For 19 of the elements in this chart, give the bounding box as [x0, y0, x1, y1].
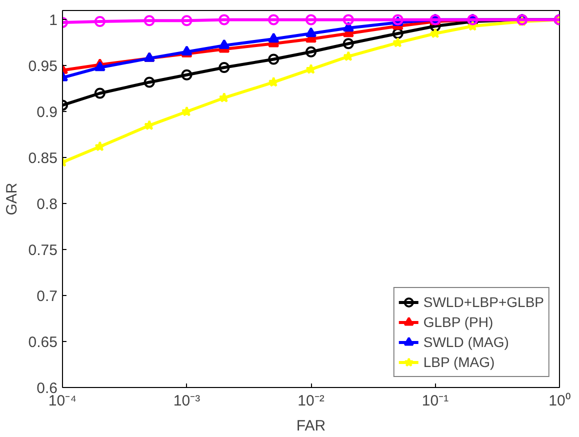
y-tick-label: 0.8 [36, 196, 58, 214]
legend-label: SWLD (MAG) [423, 334, 509, 350]
x-tick-label: 10⁻³ [173, 392, 200, 410]
y-tick-label: 0.9 [36, 104, 58, 122]
x-tick-label: 10⁻² [298, 392, 324, 410]
y-tick-label: 1 [49, 12, 58, 30]
y-tick-label: 0.85 [28, 150, 58, 168]
y-axis-title: GAR [3, 182, 20, 216]
x-tick-label: 10⁰ [548, 392, 570, 410]
legend-label: LBP (MAG) [423, 354, 495, 370]
x-axis-title: FAR [296, 418, 326, 434]
x-tick-label: 10⁻¹ [422, 392, 449, 410]
y-tick-label: 0.7 [36, 288, 58, 306]
legend-label: GLBP (PH) [423, 314, 494, 330]
y-tick-label: 0.75 [28, 242, 58, 260]
y-tick-label: 0.95 [28, 58, 58, 76]
x-tick-label: 10⁻⁴ [48, 392, 77, 410]
y-tick-label: 0.65 [28, 334, 58, 352]
legend-label: SWLD+LBP+GLBP [423, 294, 544, 310]
